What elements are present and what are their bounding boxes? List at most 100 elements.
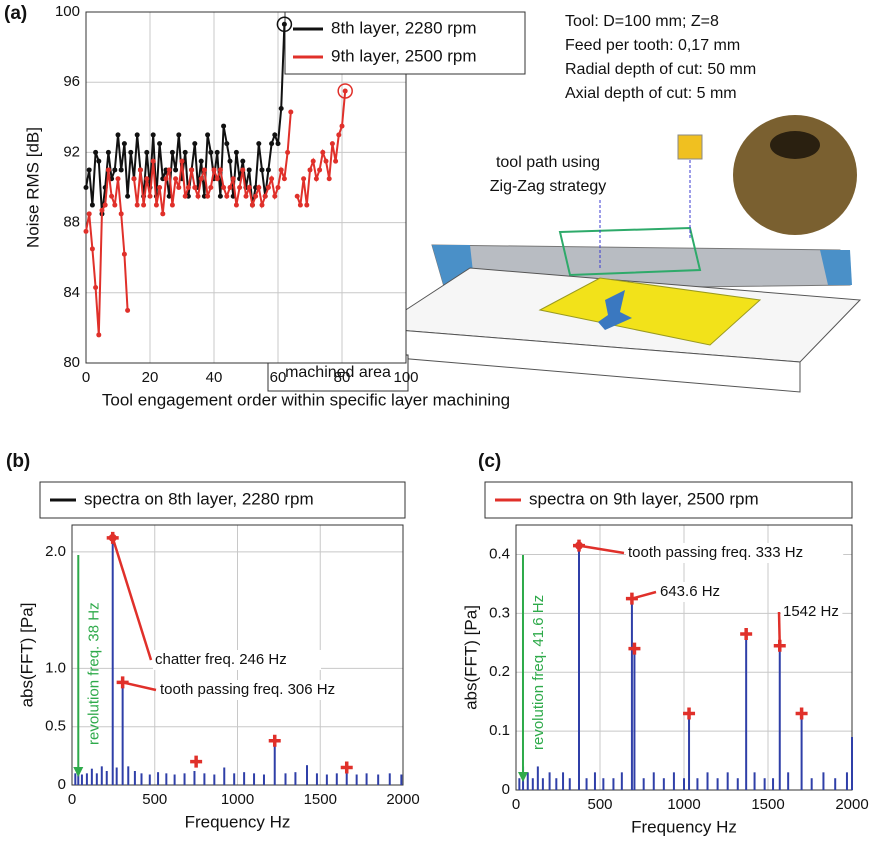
data-point [131,176,137,182]
data-point [336,132,342,138]
data-point [269,141,275,147]
data-point [198,176,204,182]
milling-tool-hole [770,131,820,159]
data-point [217,167,223,173]
peak-dot [108,533,117,542]
x-tick-label: 500 [587,796,612,813]
x-tick-label: 1500 [304,791,337,808]
data-point [105,149,111,155]
data-point [221,123,227,129]
panel-label: (c) [478,451,501,472]
data-point [275,141,281,147]
data-point [278,106,284,112]
revolution-label: revolution freq. 41.6 Hz [530,595,547,750]
data-point [272,132,278,138]
data-point [217,193,223,199]
data-point [198,158,204,164]
annotation: 643.6 Hz [660,583,720,600]
data-point [179,158,185,164]
peak-marker [773,639,786,652]
data-point [211,167,217,173]
data-point [118,211,124,217]
x-tick-label: 1000 [667,796,700,813]
data-point [89,202,95,208]
milling-tool [733,115,857,235]
annotation: 1542 Hz [783,603,839,620]
peak-marker [795,707,808,720]
x-tick-label: 60 [270,369,287,386]
data-point [112,202,118,208]
data-point [173,176,179,182]
data-point [112,167,118,173]
data-point [189,167,195,173]
x-tick-label: 20 [142,369,159,386]
data-point [304,202,310,208]
data-point [176,132,182,138]
legend-label: spectra on 9th layer, 2500 rpm [529,489,759,508]
peak-marker [340,761,353,774]
data-point [105,167,111,173]
data-point [109,193,115,199]
illustration-label: tool path using [496,154,600,171]
data-point [157,185,163,190]
annotation-bg [626,543,844,563]
panel-label: (b) [6,451,30,472]
data-point [134,132,140,138]
tool-path [558,226,702,277]
data-point [89,246,95,252]
data-point [176,185,182,190]
data-point [307,167,313,173]
data-point [115,176,121,182]
annotation: Feed per tooth: 0,17 mm [565,37,740,54]
data-point [157,141,163,147]
data-point [233,202,239,208]
data-point [102,202,108,208]
illustration-label: machined area [285,364,391,381]
leader-line [578,544,625,555]
data-point [256,185,262,190]
data-point [253,193,259,199]
data-point [147,193,153,199]
data-point [99,207,105,213]
data-point [121,141,127,147]
data-point [83,185,89,190]
illustration-label: Zig-Zag strategy [490,178,606,195]
data-point [144,149,150,155]
tool-icon [677,134,703,160]
data-point [153,202,159,208]
data-point [185,185,191,190]
y-tick-label: 0 [58,776,66,793]
data-point [121,251,127,257]
data-point [265,185,271,190]
data-point [249,202,255,208]
data-point [329,141,335,147]
machined-surface [538,277,762,346]
data-point [317,167,323,173]
data-point [137,167,143,173]
x-axis-title: Frequency Hz [185,812,291,831]
peak-marker [628,642,641,655]
legend-label: 8th layer, 2280 rpm [331,18,477,37]
data-point [214,149,220,155]
data-point [333,158,339,164]
data-point [269,176,275,182]
y-tick-label: 100 [55,3,80,20]
data-point [169,149,175,155]
data-point [86,167,92,173]
data-point [320,149,326,155]
y-tick-label: 0.2 [489,663,510,680]
peak-marker [116,676,129,689]
annotation-bg [153,650,321,670]
x-tick-label: 1500 [751,796,784,813]
data-point [262,193,268,199]
annotation: tooth passing freq. 306 Hz [160,681,335,698]
data-point [256,141,262,147]
data-point [278,167,284,173]
annotation-bg [658,582,728,602]
peak-dot [575,541,583,550]
y-tick-label: 0.5 [45,718,66,735]
y-axis-title: abs(FFT) [Pa] [461,605,480,710]
y-tick-label: 84 [63,284,80,301]
data-point [182,149,188,155]
